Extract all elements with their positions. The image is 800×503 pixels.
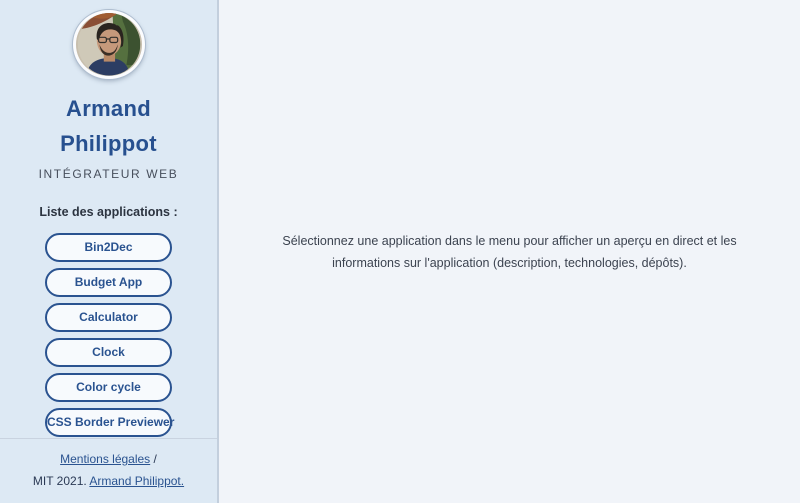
app-button-color-cycle[interactable]: Color cycle: [45, 372, 172, 402]
legal-notice-link[interactable]: Mentions légales: [60, 452, 151, 466]
profile-job-title: INTÉGRATEUR WEB: [38, 166, 179, 181]
profile-name-line2: Philippot: [60, 130, 157, 156]
sidebar: Armand Philippot INTÉGRATEUR WEB Liste d…: [0, 0, 219, 503]
apps-list: Bin2Dec Budget App Calculator Clock Colo…: [0, 232, 217, 439]
author-link[interactable]: Armand Philippot.: [89, 474, 185, 488]
app-button-calculator[interactable]: Calculator: [45, 302, 172, 332]
sidebar-footer: Mentions légales / MIT 2021. Armand Phil…: [0, 438, 217, 503]
main-panel: Sélectionnez une application dans le men…: [219, 0, 800, 503]
avatar: [72, 10, 145, 79]
app-preview-placeholder-text: Sélectionnez une application dans le men…: [282, 233, 737, 270]
apps-list-label: Liste des applications :: [39, 204, 178, 219]
profile-name-line1: Armand: [66, 95, 151, 121]
license-text: MIT 2021.: [32, 474, 87, 488]
app-button-bin2dec[interactable]: Bin2Dec: [45, 232, 172, 262]
app-button-budget-app[interactable]: Budget App: [45, 267, 172, 297]
footer-license-line: MIT 2021. Armand Philippot.: [4, 470, 213, 492]
app-button-clock[interactable]: Clock: [45, 337, 172, 367]
app-button-css-border-previewer[interactable]: CSS Border Previewer: [45, 407, 174, 437]
avatar-photo: [77, 13, 140, 76]
profile-name: Armand Philippot: [60, 91, 157, 161]
footer-separator: /: [153, 452, 157, 466]
footer-legal-line: Mentions légales /: [4, 448, 213, 470]
